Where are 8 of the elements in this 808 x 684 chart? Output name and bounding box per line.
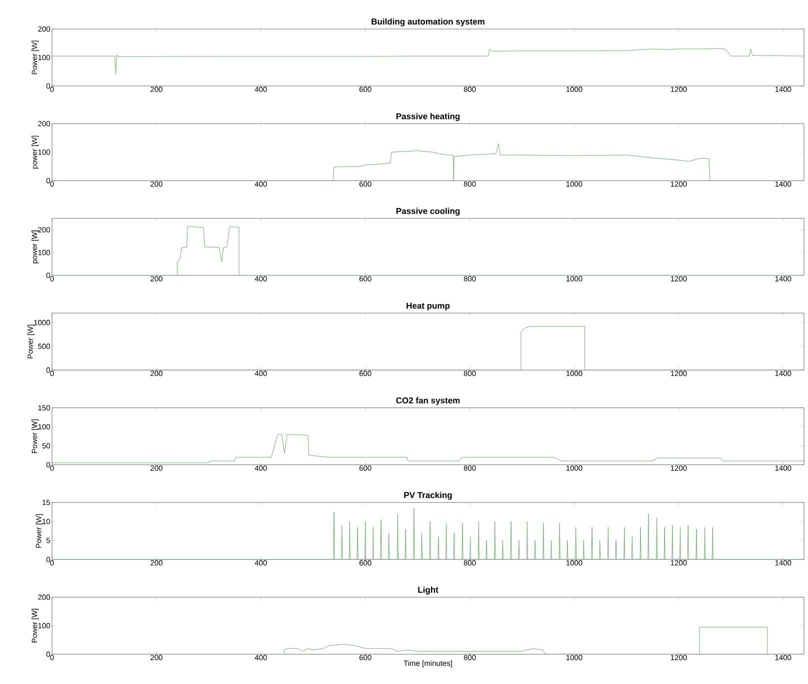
chart-title: PV Tracking [404,492,452,500]
chart-title: Heat pump [406,302,450,310]
chart-title: Light [418,586,438,595]
line-series [52,508,804,560]
chart-title: CO2 fan system [396,397,460,406]
chart-title: Passive cooling [396,208,460,216]
chart-title: Building automation system [372,18,484,26]
chart-title: Passive heating [396,113,460,121]
